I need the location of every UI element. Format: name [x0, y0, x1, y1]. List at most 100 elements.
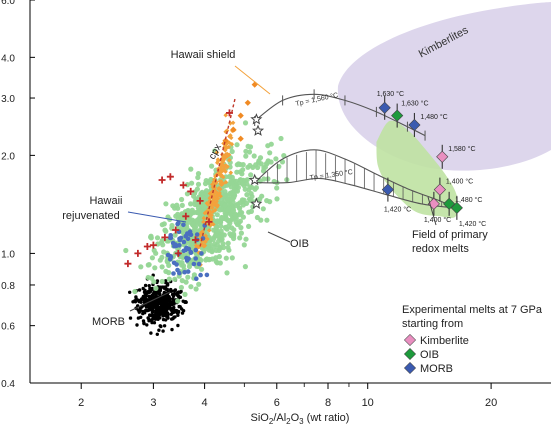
melt-temperature-label: 1,420 °C: [459, 220, 486, 228]
oib-point: [172, 276, 178, 282]
oib-point: [267, 150, 273, 156]
oib-point: [195, 200, 201, 206]
oib-point: [254, 214, 260, 221]
morb-point: [164, 287, 168, 291]
oib-point: [184, 191, 190, 197]
hawaii-rejuvenated-cross: [143, 243, 151, 251]
oib-point: [179, 196, 185, 203]
oib-point: [216, 238, 222, 244]
oib-point: [265, 143, 271, 149]
oib-point: [159, 222, 165, 228]
morb-point: [147, 317, 151, 321]
hawaii-shield-diamond: [237, 135, 244, 142]
hawaii-rejuvenated-point: [185, 269, 191, 274]
oib-point: [166, 262, 172, 268]
morb-point: [175, 311, 179, 315]
hawaii-rejuvenated-point: [198, 272, 203, 278]
morb-point: [171, 310, 175, 315]
hawaii-rejuvenated-leader: [127, 211, 187, 223]
oib-point: [151, 247, 157, 253]
oib-point: [151, 279, 157, 285]
morb-point: [128, 316, 133, 320]
oib-point: [207, 242, 213, 248]
oib-point: [244, 181, 250, 187]
oib-point: [182, 291, 188, 297]
oib-point: [248, 208, 254, 214]
morb-point: [146, 289, 151, 294]
hawaii-rejuvenated-point: [202, 223, 207, 228]
hawaii-rejuvenated-point: [175, 221, 180, 227]
x-tick-label: 6: [274, 397, 280, 409]
oib-point: [227, 164, 233, 170]
hawaii-shield-diamond: [237, 112, 244, 119]
oib-point: [236, 205, 243, 211]
morb-point: [165, 301, 169, 306]
melt-point-kimberlite: [433, 183, 446, 196]
morb-point: [171, 294, 176, 298]
oib-point: [243, 236, 249, 242]
legend-marker-kimberlite: [403, 333, 417, 347]
oib-point: [235, 161, 242, 167]
data-markers: [124, 81, 258, 268]
oib-point: [191, 272, 197, 278]
melt-temperature-label: 1,630 °C: [377, 90, 404, 98]
oib-point: [247, 162, 253, 169]
oib-point: [281, 153, 287, 159]
oib-point: [237, 235, 243, 241]
hawaii-shield-diamond: [251, 81, 258, 88]
oib-point: [234, 142, 240, 148]
oib-point: [160, 242, 166, 248]
oib-point: [230, 207, 237, 214]
oib-point: [188, 166, 194, 172]
morb-point: [152, 321, 157, 325]
oib-point: [248, 172, 254, 178]
legend-label-oib: OIB: [420, 349, 439, 361]
oib-point: [209, 248, 215, 254]
oib-point: [221, 194, 227, 200]
x-axis-label: SiO2/Al2O3 (wt ratio): [251, 412, 350, 426]
morb-point: [170, 317, 174, 321]
oib-point: [188, 284, 194, 290]
oib-point: [278, 135, 284, 142]
oib-point: [273, 156, 279, 162]
legend-entries: Kimberlite OIB MORB: [403, 333, 469, 375]
oib-point: [172, 232, 178, 238]
morb-point: [161, 309, 165, 313]
oib-point: [279, 159, 286, 165]
oib-point: [243, 153, 249, 159]
melt-point-kimberlite: [436, 150, 449, 163]
oib-point: [159, 238, 165, 244]
hawaii-rejuvenated-label-line2: rejuvenated: [62, 210, 120, 222]
experimental-melts: 1,580 °C 1,400 °C 1,400 °C 1,630 °C 1,480 °C…: [377, 90, 487, 228]
hawaii-rejuvenated-cross: [191, 236, 199, 244]
oib-point: [239, 171, 245, 177]
x-axis-ticks: 2 3 4 6 8 10 20: [78, 383, 497, 409]
morb-point: [158, 324, 162, 328]
hawaii-rejuvenated-point: [199, 251, 204, 256]
oib-point: [216, 234, 222, 240]
hawaii-rejuvenated-cross: [124, 260, 132, 268]
oib-point: [210, 236, 216, 242]
morb-point: [176, 323, 180, 328]
oib-point: [268, 159, 274, 165]
morb-point: [142, 321, 146, 325]
y-tick-label: 2.0: [1, 151, 15, 162]
tp-curve-1: [254, 149, 455, 209]
oib-point: [188, 240, 194, 247]
morb-point: [143, 283, 148, 288]
oib-point: [205, 179, 211, 185]
hawaii-rejuvenated-label-line1: Hawaii: [89, 195, 122, 207]
morb-point: [146, 308, 151, 312]
oib-point: [224, 270, 230, 276]
oib-label: OIB: [290, 238, 309, 250]
melt-temperature-label: 1,420 °C: [384, 206, 411, 214]
oib-point: [213, 259, 219, 265]
primary-redox-melt-field: [376, 120, 458, 219]
x-tick-label: 4: [202, 397, 208, 409]
morb-point: [169, 287, 173, 292]
oib-point: [219, 215, 225, 221]
morb-point: [139, 300, 143, 304]
morb-point: [154, 309, 159, 314]
morb-point: [151, 292, 156, 296]
morb-point: [162, 304, 167, 309]
